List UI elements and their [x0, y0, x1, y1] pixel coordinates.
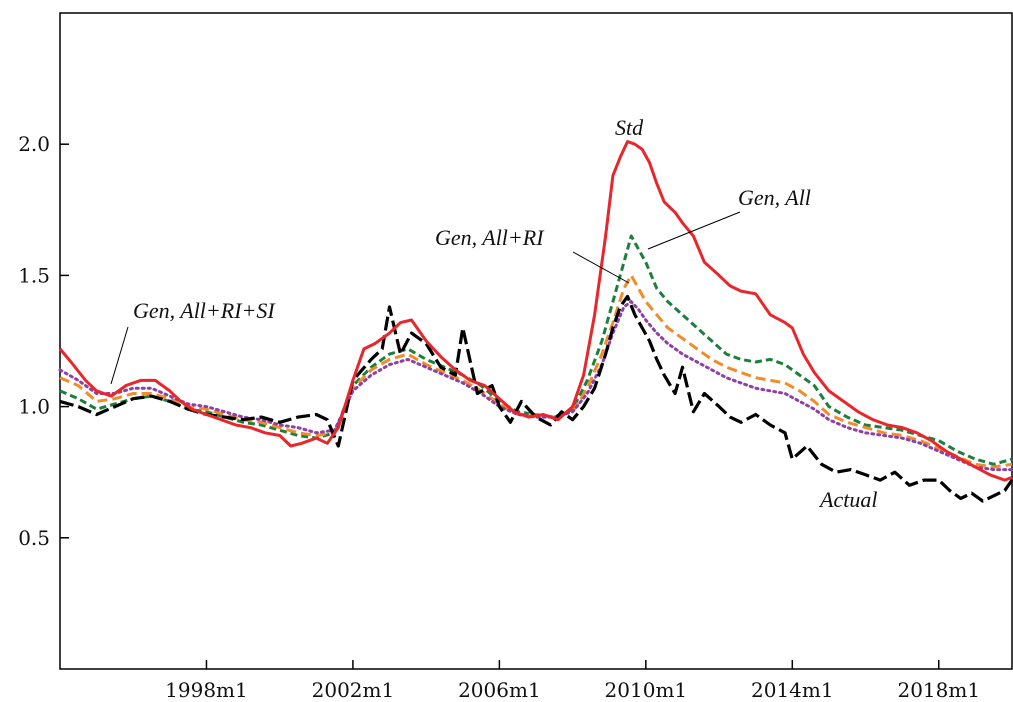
series-line-gen-all-ri-si	[58, 300, 1013, 472]
x-tick-label: 2014m1	[751, 678, 834, 702]
x-tick-label: 2018m1	[897, 678, 980, 702]
annotation-gen-all-ri: Gen, All+RI	[435, 225, 545, 250]
ticks-layer: 1998m1 2002m1 2006m1 2010m1 2014m1 2018m1 0.5 1…	[18, 132, 980, 702]
y-tick-label: 1.0	[18, 395, 50, 419]
plot-frame	[59, 12, 1013, 670]
y-tick-label: 0.5	[18, 526, 50, 550]
annotation-layer: Std Gen, All Gen, All+RI Gen, All+RI+SI …	[110, 115, 877, 512]
x-tick-label: 1998m1	[165, 678, 248, 702]
series-line-gen-all	[59, 234, 1013, 466]
annotation-gen-all: Gen, All	[738, 185, 811, 210]
y-tick-label: 1.5	[18, 263, 50, 287]
x-tick-label: 2002m1	[312, 678, 395, 702]
series-line-gen-all-ri	[59, 273, 1013, 469]
annotation-actual: Actual	[818, 487, 877, 512]
series-layer	[58, 140, 1013, 503]
series-line-std	[58, 140, 1013, 482]
annotation-gen-all-ri-leader	[572, 251, 630, 284]
y-tick-label: 2.0	[18, 132, 50, 156]
annotation-std: Std	[615, 115, 644, 140]
annotation-gen-all-ri-si: Gen, All+RI+SI	[133, 298, 276, 323]
annotation-gen-all-ri-si-leader	[110, 326, 129, 385]
x-tick-label: 2010m1	[605, 678, 688, 702]
x-tick-label: 2006m1	[458, 678, 541, 702]
annotation-gen-all-leader	[647, 211, 741, 250]
series-line-actual	[59, 294, 1013, 503]
